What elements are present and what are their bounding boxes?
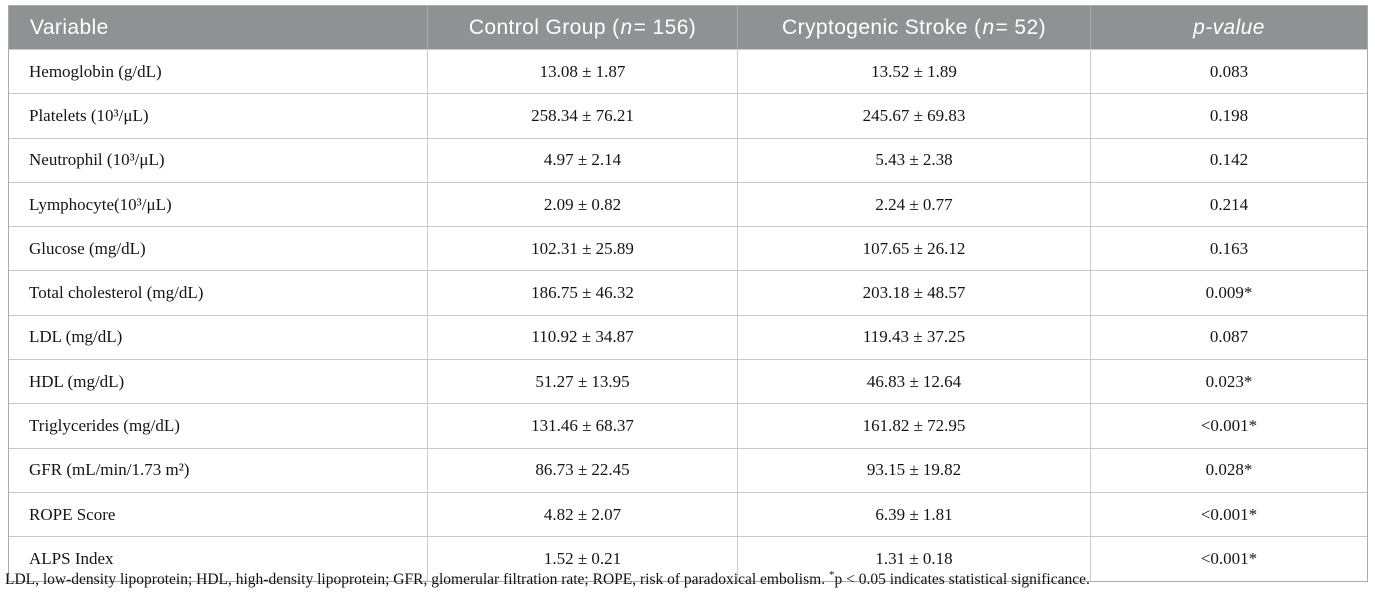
control-value-cell: 258.34 ± 76.21 (427, 94, 737, 138)
header-variable-label: Variable (30, 15, 109, 39)
header-cryptogenic-stroke: Cryptogenic Stroke (n = 52) (737, 6, 1090, 49)
stroke-value-cell: 46.83 ± 12.64 (737, 360, 1090, 404)
variable-cell: Lymphocyte(10³/μL) (29, 194, 172, 214)
control-value-cell: 102.31 ± 25.89 (427, 227, 737, 271)
stroke-value-cell: 93.15 ± 19.82 (737, 448, 1090, 492)
variable-cell: GFR (mL/min/1.73 m²) (29, 460, 190, 480)
variable-cell: LDL (mg/dL) (29, 327, 123, 347)
table-row: Hemoglobin (g/dL) 13.08 ± 1.87 13.52 ± 1… (9, 49, 1367, 94)
table-header-row: Variable Control Group (n = 156) Cryptog… (9, 6, 1367, 49)
stroke-value-cell: 203.18 ± 48.57 (737, 271, 1090, 315)
control-value-cell: 186.75 ± 46.32 (427, 271, 737, 315)
header-stroke-post: = 52) (995, 15, 1046, 39)
header-stroke-pre: Cryptogenic Stroke ( (782, 15, 982, 39)
control-value-cell: 131.46 ± 68.37 (427, 404, 737, 448)
pvalue-cell: <0.001* (1090, 492, 1367, 537)
variable-cell: ROPE Score (29, 504, 116, 524)
table-row: Triglycerides (mg/dL) 131.46 ± 68.37 161… (9, 403, 1367, 448)
footnote-significance-star: * (828, 568, 835, 581)
stroke-value-cell: 6.39 ± 1.81 (737, 492, 1090, 537)
stroke-value-cell: 13.52 ± 1.89 (737, 50, 1090, 94)
table-row: Total cholesterol (mg/dL) 186.75 ± 46.32… (9, 270, 1367, 315)
header-control-post: = 156) (633, 15, 697, 39)
table-footnote: LDL, low-density lipoprotein; HDL, high-… (5, 568, 1370, 589)
header-pvalue: p-value (1090, 6, 1367, 49)
variable-cell: Total cholesterol (mg/dL) (29, 283, 204, 303)
pvalue-cell: 0.214 (1090, 182, 1367, 227)
variable-cell: Platelets (10³/μL) (29, 105, 149, 125)
table-body: Hemoglobin (g/dL) 13.08 ± 1.87 13.52 ± 1… (9, 49, 1367, 581)
table-row: ROPE Score 4.82 ± 2.07 6.39 ± 1.81 <0.00… (9, 491, 1367, 537)
pvalue-cell: 0.163 (1090, 227, 1367, 271)
variable-cell: ALPS Index (29, 548, 114, 568)
pvalue-cell: 0.023* (1090, 360, 1367, 404)
header-pvalue-label: p-value (1193, 15, 1265, 39)
variable-cell: Glucose (mg/dL) (29, 238, 146, 258)
control-value-cell: 110.92 ± 34.87 (427, 315, 737, 360)
control-value-cell: 86.73 ± 22.45 (427, 448, 737, 492)
header-variable: Variable (9, 6, 427, 49)
stroke-value-cell: 1.31 ± 0.18 (737, 537, 1090, 581)
variable-cell: Triglycerides (mg/dL) (29, 416, 180, 436)
control-value-cell: 13.08 ± 1.87 (427, 50, 737, 94)
table-row: Lymphocyte(10³/μL) 2.09 ± 0.82 2.24 ± 0.… (9, 181, 1367, 227)
table-row: Platelets (10³/μL) 258.34 ± 76.21 245.67… (9, 93, 1367, 138)
variable-cell: Hemoglobin (g/dL) (29, 61, 162, 81)
pvalue-cell: 0.083 (1090, 50, 1367, 94)
control-value-cell: 2.09 ± 0.82 (427, 182, 737, 227)
stroke-value-cell: 119.43 ± 37.25 (737, 315, 1090, 360)
pvalue-cell: <0.001* (1090, 537, 1367, 581)
table-row: LDL (mg/dL) 110.92 ± 34.87 119.43 ± 37.2… (9, 314, 1367, 360)
table-row: GFR (mL/min/1.73 m²) 86.73 ± 22.45 93.15… (9, 447, 1367, 492)
stroke-value-cell: 2.24 ± 0.77 (737, 182, 1090, 227)
pvalue-cell: 0.087 (1090, 315, 1367, 360)
header-control-pre: Control Group ( (468, 15, 620, 39)
stroke-value-cell: 245.67 ± 69.83 (737, 94, 1090, 138)
pvalue-cell: 0.142 (1090, 138, 1367, 182)
stroke-value-cell: 5.43 ± 2.38 (737, 138, 1090, 182)
control-value-cell: 51.27 ± 13.95 (427, 360, 737, 404)
control-value-cell: 4.82 ± 2.07 (427, 492, 737, 537)
header-control-group: Control Group (n = 156) (427, 6, 737, 49)
stroke-value-cell: 107.65 ± 26.12 (737, 227, 1090, 271)
header-stroke-n: n (982, 15, 995, 39)
pvalue-cell: <0.001* (1090, 404, 1367, 448)
control-value-cell: 1.52 ± 0.21 (427, 537, 737, 581)
table-row: HDL (mg/dL) 51.27 ± 13.95 46.83 ± 12.64 … (9, 359, 1367, 404)
pvalue-cell: 0.009* (1090, 271, 1367, 315)
table-row: Neutrophil (10³/μL) 4.97 ± 2.14 5.43 ± 2… (9, 137, 1367, 182)
footnote-abbreviations: LDL, low-density lipoprotein; HDL, high-… (5, 571, 829, 588)
footnote-significance-text: p < 0.05 indicates statistical significa… (834, 571, 1090, 588)
variable-cell: Neutrophil (10³/μL) (29, 150, 165, 170)
comparison-table: Variable Control Group (n = 156) Cryptog… (8, 5, 1368, 582)
stroke-value-cell: 161.82 ± 72.95 (737, 404, 1090, 448)
table-row: Glucose (mg/dL) 102.31 ± 25.89 107.65 ± … (9, 226, 1367, 271)
table-row: ALPS Index 1.52 ± 0.21 1.31 ± 0.18 <0.00… (9, 536, 1367, 581)
variable-cell: HDL (mg/dL) (29, 371, 125, 391)
control-value-cell: 4.97 ± 2.14 (427, 138, 737, 182)
header-control-n: n (620, 15, 633, 39)
pvalue-cell: 0.198 (1090, 94, 1367, 138)
pvalue-cell: 0.028* (1090, 448, 1367, 492)
